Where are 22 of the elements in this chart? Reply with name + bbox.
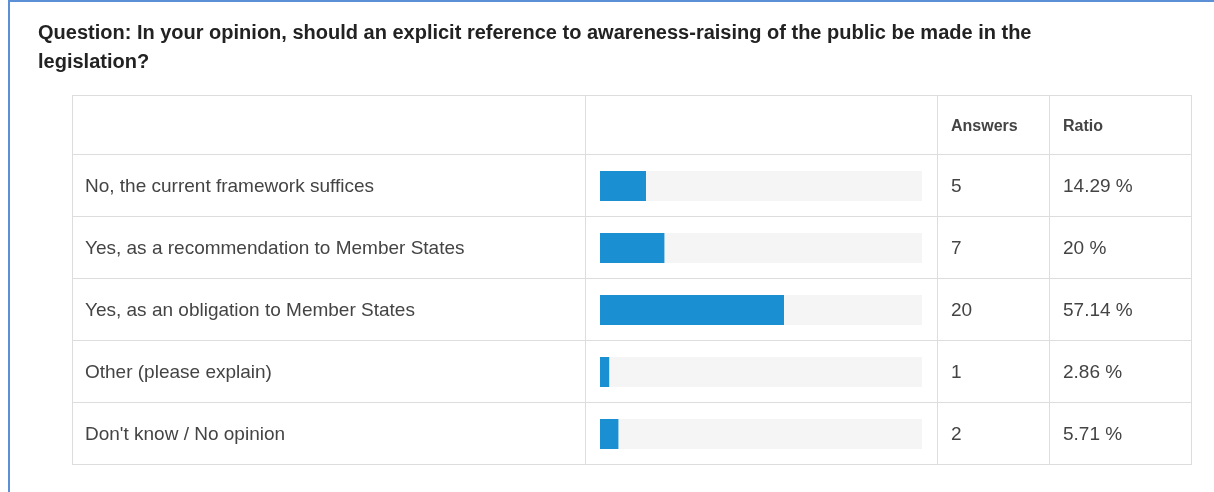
bar <box>600 233 665 263</box>
bar <box>600 171 646 201</box>
y-tick-label: No, the current framework suffices <box>72 155 586 217</box>
text: Answers <box>938 95 1050 155</box>
text: 2 <box>938 403 1050 465</box>
y-tick-label: Yes, as a recommendation to Member States <box>72 217 586 279</box>
text: Ratio <box>1050 95 1192 155</box>
text: 5.71 % <box>1050 403 1192 465</box>
text: 7 <box>938 217 1050 279</box>
text: 20 <box>938 279 1050 341</box>
bar <box>600 357 610 387</box>
text: 1 <box>938 341 1050 403</box>
text: 57.14 % <box>1050 279 1192 341</box>
text: 20 % <box>1050 217 1192 279</box>
y-tick-label: Yes, as an obligation to Member States <box>72 279 586 341</box>
bar <box>600 419 619 449</box>
y-tick-label: Don't know / No opinion <box>72 403 586 465</box>
y-tick-label: Other (please explain) <box>72 341 586 403</box>
text: 5 <box>938 155 1050 217</box>
text: 2.86 % <box>1050 341 1192 403</box>
chart-title: Question: In your opinion, should an explicit reference to awareness-raising of the public be made in the legislation? <box>38 20 1033 74</box>
text: 14.29 % <box>1050 155 1192 217</box>
